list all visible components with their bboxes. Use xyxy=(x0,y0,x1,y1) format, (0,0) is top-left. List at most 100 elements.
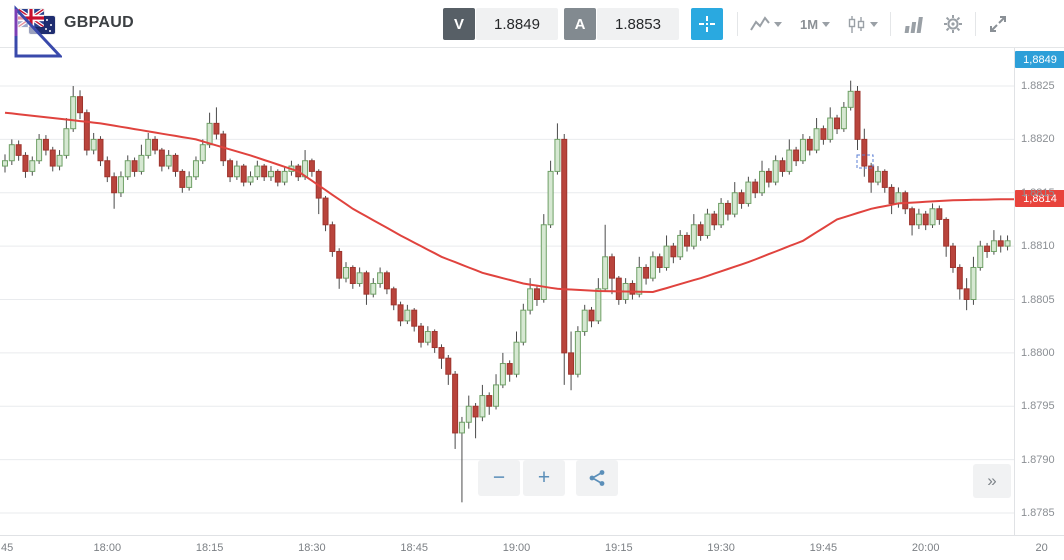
candle xyxy=(138,154,145,172)
candle xyxy=(42,138,49,151)
ma-line xyxy=(4,111,1014,294)
candle xyxy=(984,245,991,252)
quote-group: V 1.8849 A 1.8853 xyxy=(443,8,723,40)
candle xyxy=(718,202,725,226)
candle xyxy=(377,272,384,284)
buy-button[interactable]: A xyxy=(564,8,596,40)
settings-button[interactable] xyxy=(934,8,972,40)
candle xyxy=(813,128,820,151)
time-axis-label: 18:45 xyxy=(400,542,428,554)
selection-marker[interactable] xyxy=(856,154,874,169)
candle xyxy=(881,170,888,188)
candle xyxy=(554,138,561,172)
sell-button[interactable]: V xyxy=(443,8,475,40)
timeframe-dropdown[interactable]: 1M xyxy=(791,8,839,40)
candle xyxy=(124,160,131,178)
candle xyxy=(608,256,615,279)
crosshair-icon xyxy=(699,16,715,32)
candle xyxy=(636,266,643,295)
candle xyxy=(786,149,793,172)
candle xyxy=(574,331,581,375)
candle xyxy=(909,208,916,226)
gear-icon xyxy=(944,15,963,33)
chevron-down-icon xyxy=(774,21,782,27)
candle xyxy=(847,90,854,108)
share-button[interactable] xyxy=(576,460,618,496)
candle xyxy=(458,421,465,434)
collapse-panel-button[interactable]: » xyxy=(973,464,1011,498)
candle xyxy=(165,154,172,167)
candle xyxy=(690,224,697,247)
candle xyxy=(615,277,622,300)
timeframe-label: 1M xyxy=(800,16,819,32)
candle xyxy=(840,106,847,130)
candle xyxy=(595,288,602,322)
zoom-out-button[interactable]: − xyxy=(478,460,520,496)
candle xyxy=(465,405,472,423)
candle xyxy=(158,149,165,167)
price-axis-label: 1.8810 xyxy=(1021,240,1055,253)
price-axis-label: 1.8800 xyxy=(1021,346,1055,359)
chart-type-line-button[interactable] xyxy=(741,8,791,40)
candle xyxy=(513,341,520,375)
candle xyxy=(547,170,554,226)
candle xyxy=(697,224,704,236)
crosshair-button[interactable] xyxy=(691,8,723,40)
chart-tools: 1M xyxy=(734,8,1017,40)
candle xyxy=(643,266,650,279)
candle xyxy=(83,112,90,151)
candle xyxy=(186,176,193,188)
candle xyxy=(15,144,22,156)
line-chart-icon xyxy=(750,16,770,31)
price-axis[interactable]: 1,8849 1,8814 1.8825 1.8820 1.8815 1.8810 1.… xyxy=(1014,48,1064,535)
candle xyxy=(70,96,77,130)
candle xyxy=(131,160,138,172)
candle xyxy=(77,96,84,114)
candle xyxy=(56,154,63,167)
candle xyxy=(806,138,813,151)
pair-flag-icon xyxy=(18,9,60,37)
fullscreen-button[interactable] xyxy=(979,8,1017,40)
separator xyxy=(737,12,738,36)
candle xyxy=(684,234,690,247)
chart-type-candles-button[interactable] xyxy=(839,8,887,40)
candle xyxy=(49,149,56,167)
candle xyxy=(629,282,636,295)
candle xyxy=(704,213,711,236)
candle xyxy=(90,138,97,151)
candle xyxy=(206,122,213,146)
chart-svg[interactable] xyxy=(0,48,1014,535)
indicators-button[interactable] xyxy=(894,8,934,40)
candle xyxy=(452,373,459,434)
candle xyxy=(111,176,118,194)
candle xyxy=(22,154,29,172)
candle xyxy=(281,170,288,183)
candle xyxy=(117,176,124,194)
candle xyxy=(322,197,329,226)
price-axis-label: 1.8815 xyxy=(1021,186,1055,199)
time-axis[interactable]: 45 18:00 18:15 18:30 18:45 19:00 19:15 19:30 19:… xyxy=(0,535,1064,560)
candle xyxy=(404,309,411,322)
candle xyxy=(963,288,970,300)
price-axis-label: 1.8805 xyxy=(1021,293,1055,306)
candle xyxy=(745,181,752,204)
indicators-icon xyxy=(904,16,923,33)
candle xyxy=(977,245,984,268)
zoom-in-button[interactable]: + xyxy=(523,460,565,496)
toolbar: GBPAUD V 1.8849 A 1.8853 1M xyxy=(0,0,1064,58)
candle xyxy=(383,272,390,290)
expand-icon xyxy=(990,16,1007,32)
time-axis-label: 45 xyxy=(1,542,14,554)
candle xyxy=(145,138,152,156)
zoom-controls: − + xyxy=(478,460,618,496)
candle xyxy=(179,170,186,188)
candle xyxy=(254,165,261,178)
candle xyxy=(424,331,431,343)
candle xyxy=(561,138,568,354)
chevron-down-icon xyxy=(822,21,831,27)
chart-area[interactable] xyxy=(0,48,1014,535)
candle xyxy=(227,160,234,178)
candle xyxy=(247,176,254,183)
candle xyxy=(36,138,43,162)
candle xyxy=(438,347,445,359)
